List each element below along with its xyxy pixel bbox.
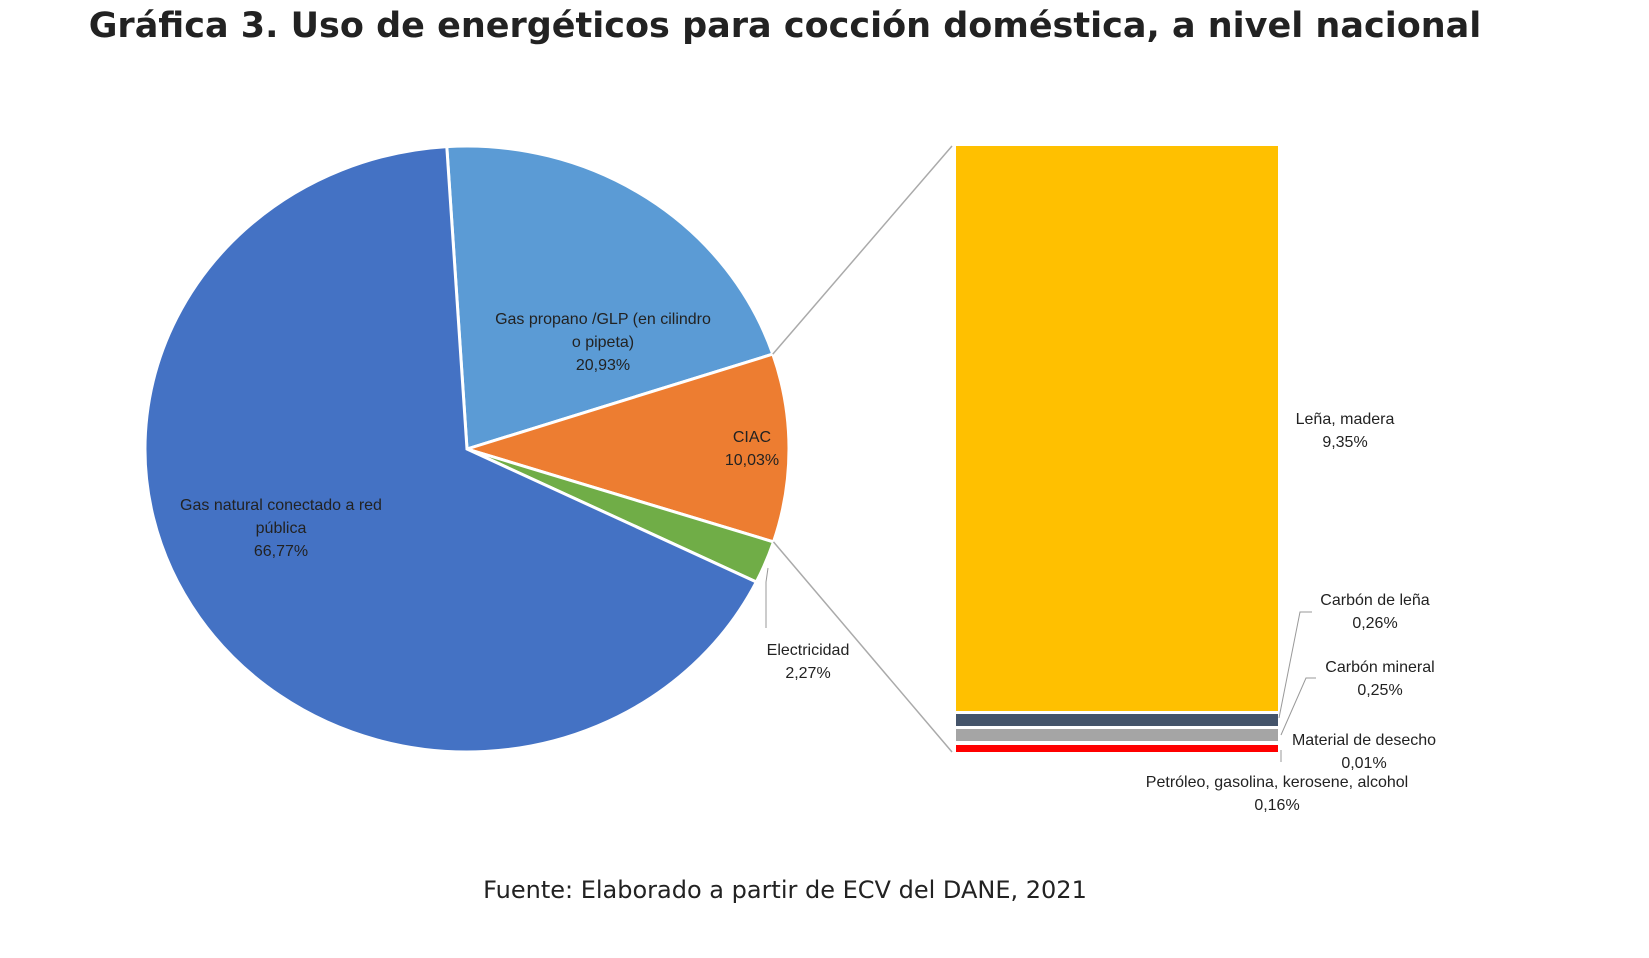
chart-source: Fuente: Elaborado a partir de ECV del DA… xyxy=(483,876,1087,904)
bar-segment-1 xyxy=(956,714,1278,726)
pie-label-1: CIAC 10,03% xyxy=(725,429,779,469)
bar-segment-4 xyxy=(956,745,1278,752)
leader-line xyxy=(765,567,769,628)
bar-leader-line xyxy=(1280,677,1316,736)
pie-label-0: Gas propano /GLP (en cilindro o pipeta) 20… xyxy=(495,311,711,374)
connector-line-bottom xyxy=(772,541,953,753)
bar-label-0: Leña, madera 9,35% xyxy=(1296,411,1395,451)
pie-label-3: Gas natural conectado a red pública 66,77% xyxy=(180,497,382,560)
bar-segment-2 xyxy=(956,729,1278,741)
pie-slice-1 xyxy=(461,352,791,544)
bar-label-3: Material de desecho 0,01% xyxy=(1292,732,1436,772)
bar-label-1: Carbón de leña 0,26% xyxy=(1320,592,1430,632)
bar-segment-0 xyxy=(956,146,1278,711)
bar-label-4: Petróleo, gasolina, kerosene, alcohol 0,1… xyxy=(1146,774,1408,814)
bar-segment-3 xyxy=(956,743,1278,744)
pie-slice-3 xyxy=(143,145,759,754)
pie-slice-0 xyxy=(445,144,775,451)
pie-label-2: Electricidad 2,27% xyxy=(767,642,850,682)
bar-leader-line xyxy=(1278,611,1312,719)
connector-line-top xyxy=(772,145,953,355)
chart-title: Gráfica 3. Uso de energéticos para cocci… xyxy=(88,6,1482,46)
bar-label-2: Carbón mineral 0,25% xyxy=(1325,659,1434,699)
